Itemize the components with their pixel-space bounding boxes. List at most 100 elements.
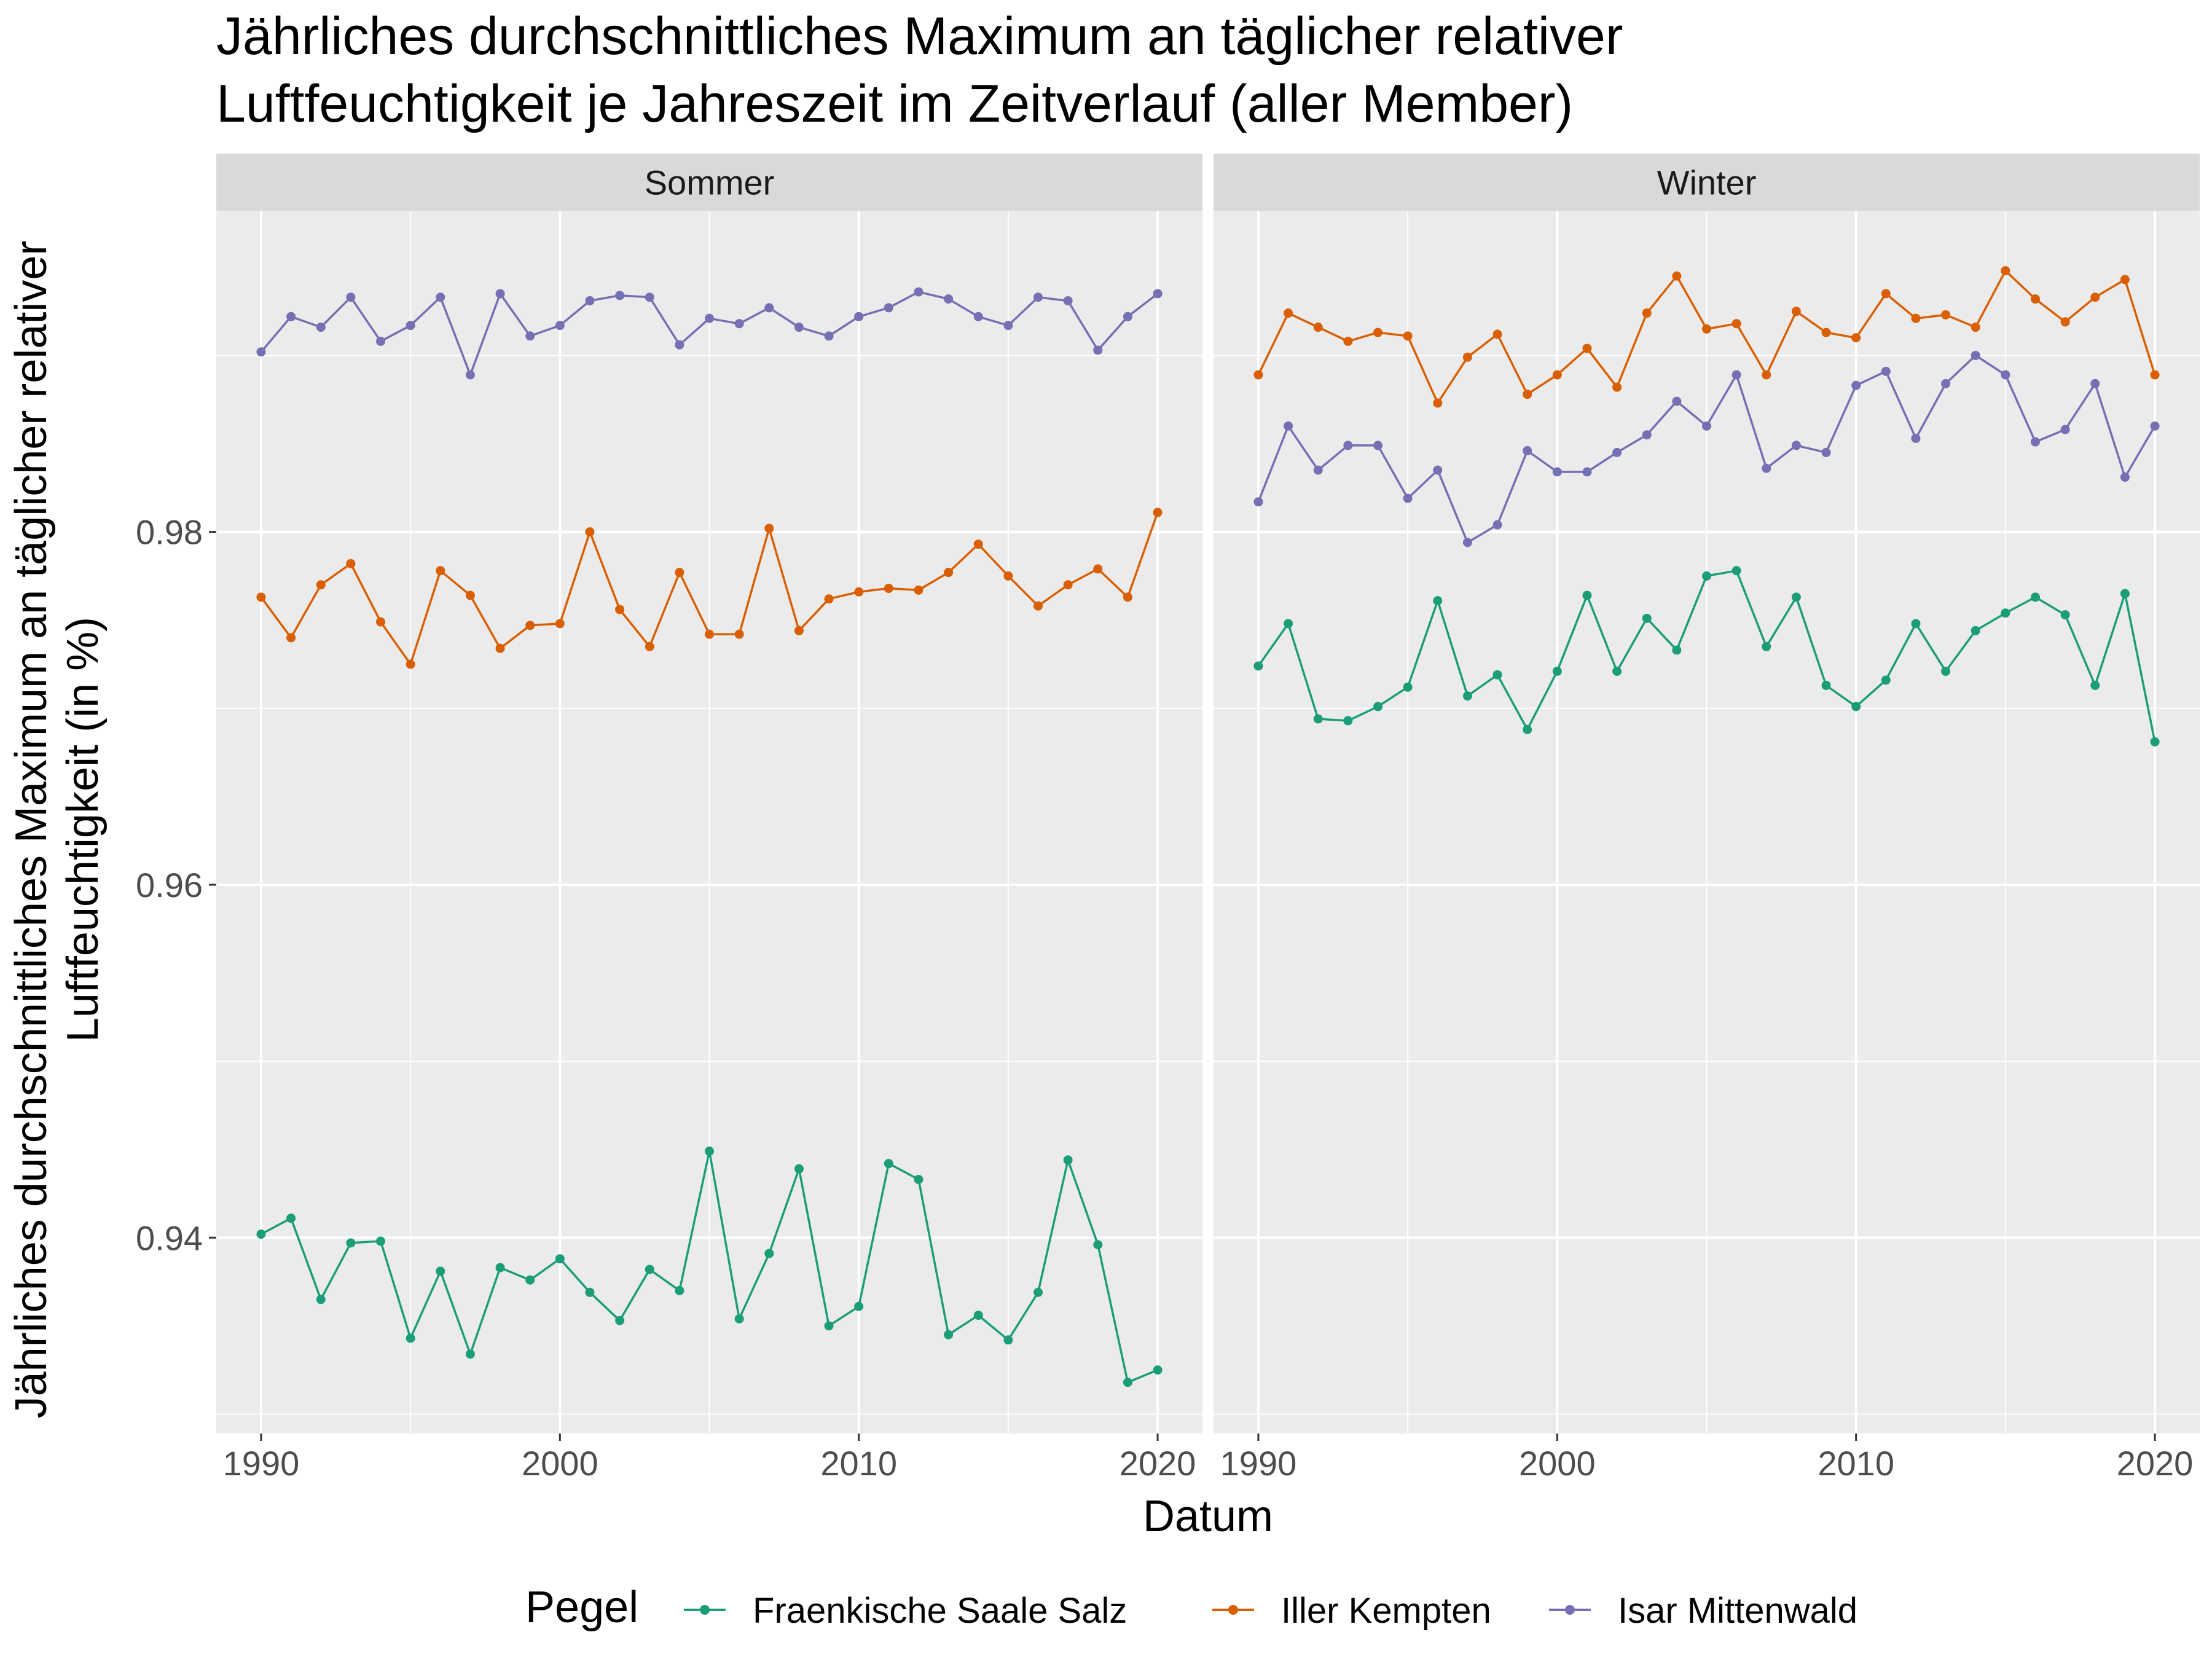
data-point [1851, 380, 1861, 390]
data-point [1762, 370, 1771, 380]
data-point [465, 590, 475, 600]
data-point [1523, 390, 1532, 399]
data-point [1433, 596, 1443, 606]
x-tick-label: 2020 [1120, 1444, 1196, 1483]
x-tick-label: 1990 [223, 1444, 300, 1483]
data-point [1881, 366, 1891, 376]
data-point [1672, 645, 1682, 655]
data-point [1821, 680, 1831, 690]
data-point [1373, 327, 1382, 337]
x-tick-label: 1990 [1220, 1444, 1297, 1483]
data-point [406, 659, 415, 669]
x-tick-label: 2020 [2117, 1444, 2194, 1483]
data-point [854, 312, 864, 321]
data-point [1153, 289, 1163, 299]
data-point [376, 1236, 385, 1246]
data-point [346, 292, 356, 302]
data-point [1642, 613, 1652, 623]
data-point [973, 312, 983, 321]
data-point [1253, 661, 1263, 671]
legend-label: Fraenkische Saale Salz [753, 1591, 1127, 1631]
data-point [1373, 441, 1382, 450]
data-point [1123, 1378, 1132, 1387]
data-point [1003, 321, 1013, 331]
data-point [1462, 538, 1472, 547]
data-point [764, 1249, 774, 1258]
data-point [1093, 1240, 1103, 1250]
data-point [495, 643, 505, 653]
data-point [705, 313, 714, 323]
data-point [1941, 378, 1951, 388]
data-point [1343, 336, 1353, 346]
data-point [1313, 465, 1323, 475]
data-point [1093, 345, 1103, 355]
data-point [585, 527, 595, 537]
facet-panel-sommer: Sommer 1990 2000 2010 2020 [216, 154, 1202, 1483]
data-point [1403, 493, 1413, 503]
data-point [914, 1174, 924, 1184]
data-point [2031, 592, 2040, 602]
data-point [1403, 331, 1413, 341]
data-point [1672, 271, 1682, 281]
data-point [585, 1287, 595, 1297]
data-point [1123, 592, 1132, 602]
data-point [1941, 310, 1951, 320]
y-tick-label: 0.98 [136, 513, 203, 552]
legend-title: Pegel [525, 1583, 638, 1632]
y-tick-label: 0.94 [136, 1218, 203, 1257]
data-point [256, 1230, 266, 1239]
data-point [645, 641, 654, 651]
data-point [1732, 370, 1741, 380]
series-iller-kempten [1253, 266, 2160, 408]
data-point [1642, 308, 1652, 318]
data-point [645, 1265, 654, 1274]
y-axis-title-line-1: Jährliches durchschnittliches Maximum an… [7, 241, 56, 1419]
data-point [436, 1266, 445, 1276]
data-point [1552, 467, 1562, 477]
data-point [794, 626, 804, 635]
data-point [2031, 294, 2040, 304]
data-point [1702, 421, 1711, 431]
series-isar-mittenwald [1253, 350, 2160, 547]
series-fraenkische-saale-salz [1253, 566, 2160, 747]
data-point [406, 1333, 415, 1343]
legend-key-point [1565, 1605, 1575, 1615]
data-point [1791, 592, 1801, 602]
data-point [1552, 666, 1562, 676]
facet-strip-label: Winter [1657, 163, 1757, 202]
data-point [1941, 666, 1951, 676]
data-point [2031, 437, 2040, 447]
data-point [973, 539, 983, 549]
data-point [615, 605, 625, 614]
data-point [1284, 421, 1293, 431]
y-axis-title: Jährliches durchschnittliches Maximum an… [7, 241, 108, 1419]
x-tick-label: 2010 [820, 1444, 897, 1483]
data-point [884, 1159, 893, 1169]
data-point [705, 629, 714, 639]
data-point [1971, 323, 1980, 332]
data-point [884, 584, 893, 594]
data-point [1313, 323, 1323, 332]
data-point [1911, 433, 1921, 443]
data-point [376, 336, 385, 346]
y-axis-title-line-2: Luftfeuchtigkeit (in %) [58, 617, 108, 1042]
data-point [944, 294, 954, 304]
data-point [1462, 352, 1472, 362]
data-point [525, 1275, 535, 1285]
data-point [914, 287, 924, 297]
legend-item-iller-kempten: Iller Kempten [1212, 1591, 1491, 1631]
data-point [316, 580, 326, 590]
data-point [944, 1330, 954, 1339]
series-fraenkische-saale-salz [256, 1147, 1163, 1387]
data-point [675, 340, 684, 350]
y-axis: 0.94 0.96 0.98 [136, 513, 216, 1257]
data-point [615, 1316, 625, 1325]
data-point [1702, 571, 1711, 581]
data-point [495, 1263, 505, 1273]
data-point [675, 1285, 684, 1295]
legend: Pegel Fraenkische Saale Salz Iller Kempte… [525, 1583, 1857, 1632]
data-point [2150, 421, 2160, 431]
legend-label: Iller Kempten [1281, 1591, 1491, 1631]
chart-title-line-2: Luftfeuchtigkeit je Jahreszeit im Zeitve… [216, 74, 1573, 133]
legend-item-fraenkische-saale-salz: Fraenkische Saale Salz [684, 1591, 1127, 1631]
